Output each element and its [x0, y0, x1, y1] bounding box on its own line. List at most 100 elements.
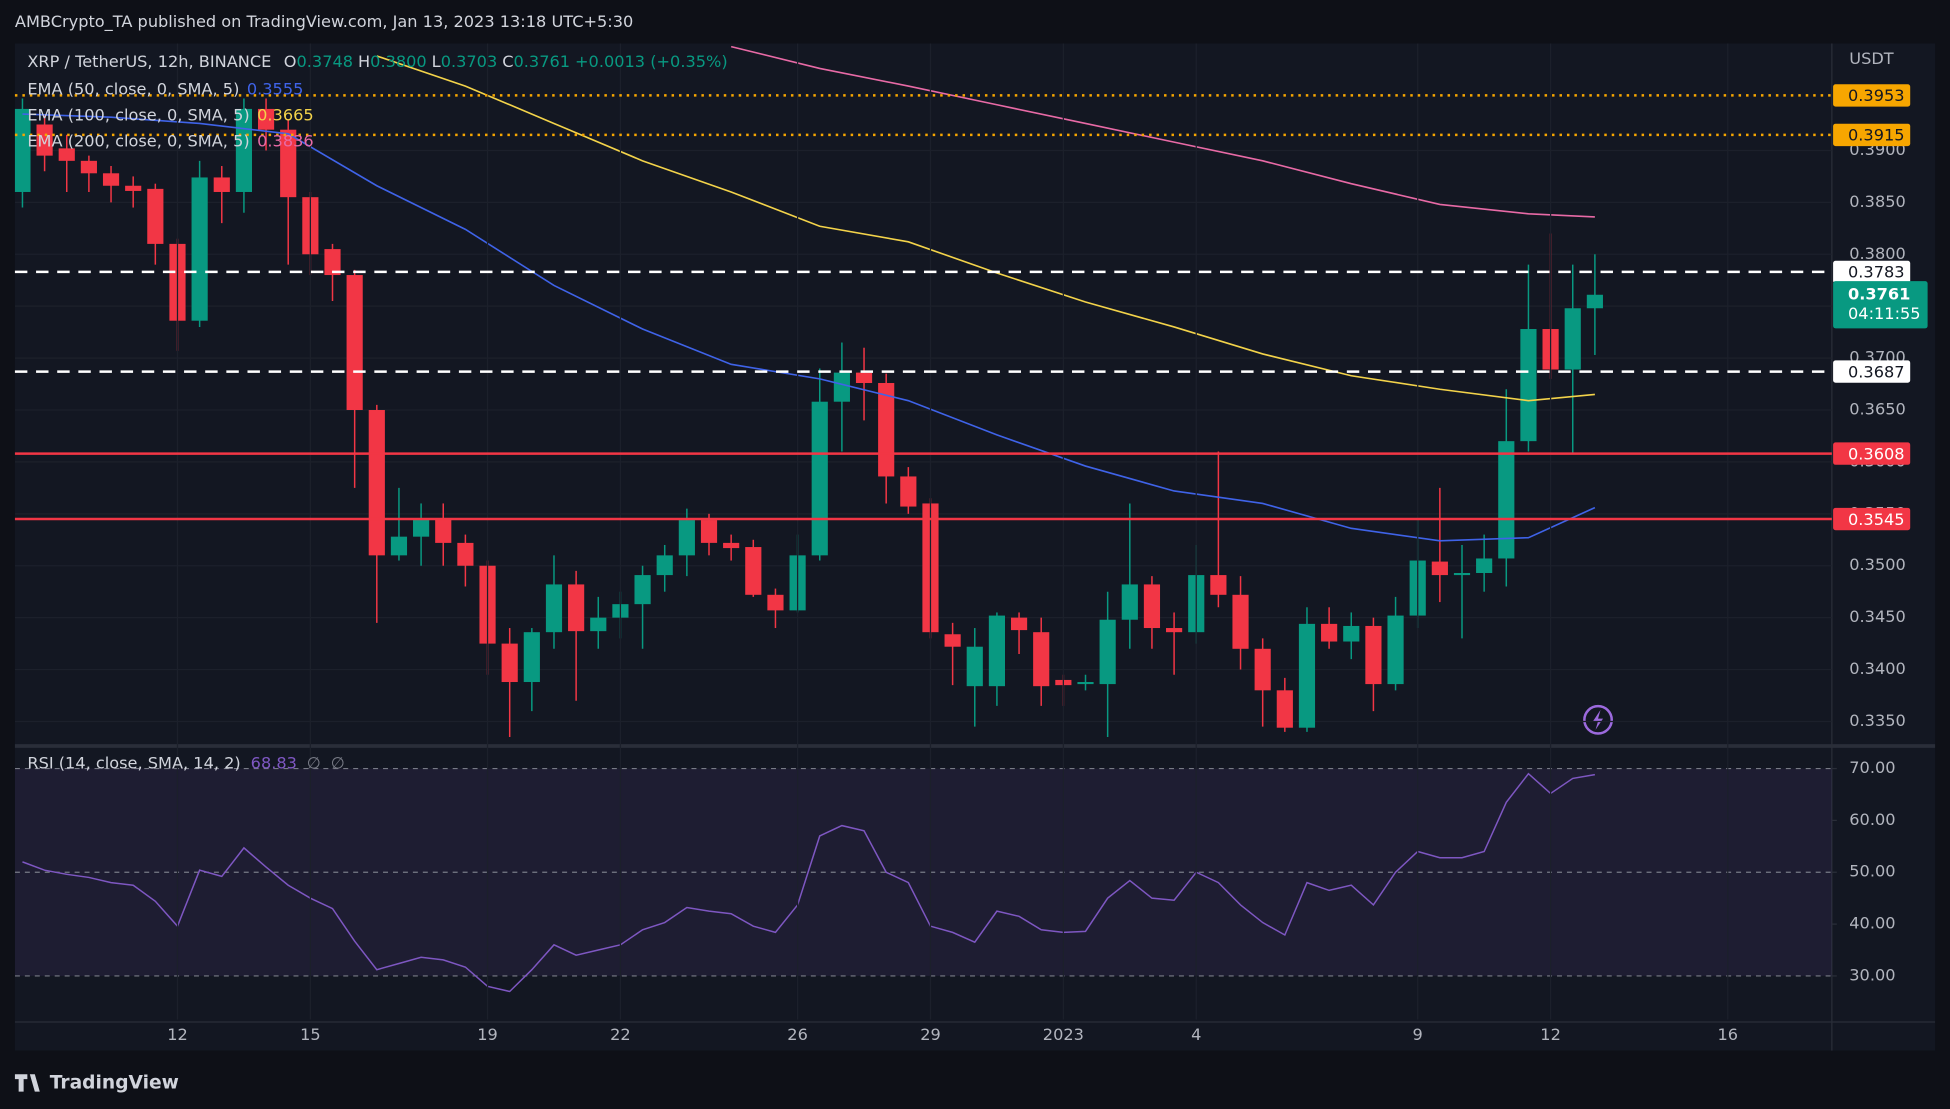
- candle-body: [457, 542, 474, 566]
- candle-body: [257, 108, 275, 130]
- candle-body: [501, 643, 518, 683]
- level-label-box: [1833, 360, 1911, 383]
- x-tick-label: 22: [610, 1025, 631, 1044]
- indicator-name: EMA (50, close, 0, SMA, 5): [27, 79, 239, 98]
- candle-body: [1143, 584, 1161, 629]
- indicator-name: EMA (200, close, 0, SMA, 5): [27, 131, 249, 150]
- x-tick-label: 4: [1191, 1025, 1201, 1044]
- ema-line: [730, 45, 1595, 218]
- candle-body: [102, 173, 120, 186]
- candle-body: [545, 584, 563, 633]
- candle-body: [855, 372, 873, 384]
- level-label-box: [1833, 507, 1911, 531]
- ohlc-key: C: [502, 52, 513, 71]
- x-tick-label: 16: [1717, 1025, 1738, 1044]
- candle-body: [1520, 329, 1537, 442]
- y-tick-label: 0.3800: [1849, 244, 1906, 263]
- x-tick-label: 29: [920, 1025, 941, 1044]
- indicator-value: 0.3665: [257, 105, 314, 124]
- x-tick-label: 12: [167, 1025, 188, 1044]
- candle-body: [147, 188, 164, 244]
- candle-body: [36, 124, 53, 156]
- candle-body: [1586, 294, 1603, 309]
- candle-body: [125, 185, 142, 191]
- rsi-tick-label: 50.00: [1849, 862, 1895, 881]
- rsi-tick-label: 60.00: [1849, 810, 1895, 829]
- x-tick-label: 12: [1540, 1025, 1561, 1044]
- rsi-name: RSI (14, close, SMA, 14, 2): [27, 753, 240, 772]
- candle-body: [1476, 558, 1493, 574]
- current-price-box: [1833, 281, 1928, 329]
- candle-body: [523, 632, 540, 683]
- candle-body: [324, 249, 341, 276]
- candle-body: [1033, 632, 1050, 687]
- candle-body: [678, 520, 695, 556]
- y-tick-label: 0.3500: [1849, 555, 1906, 574]
- y-tick-label: 0.3850: [1849, 192, 1906, 211]
- y-tick-label: 0.3650: [1849, 400, 1906, 419]
- level-label: 0.3545: [1848, 510, 1905, 529]
- ohlc-key: O: [284, 52, 297, 71]
- candle-body: [1365, 625, 1382, 685]
- chart-panel: [14, 43, 1936, 1051]
- indicator-name: EMA (100, close, 0, SMA, 5): [27, 105, 249, 124]
- candle-body: [1010, 617, 1028, 631]
- candle-body: [191, 177, 208, 321]
- current-price: 0.3761: [1848, 284, 1910, 303]
- brand: TradingView: [50, 1072, 179, 1093]
- y-tick-label: 0.3450: [1849, 607, 1906, 626]
- candle-body: [811, 401, 828, 556]
- candle-body: [590, 617, 607, 632]
- level-label: 0.3608: [1848, 444, 1905, 463]
- rsi-line: [22, 772, 1596, 993]
- candle-body: [1276, 690, 1293, 728]
- candle-body: [368, 410, 385, 556]
- candle-body: [988, 615, 1006, 687]
- candle-body: [767, 594, 784, 611]
- ohlc-value: 0.3703: [441, 52, 498, 71]
- ohlc-value: 0.3761: [514, 52, 571, 71]
- ohlc-value: 0.3748: [297, 52, 354, 71]
- level-label: 0.3915: [1848, 126, 1905, 145]
- candle-body: [1166, 628, 1183, 633]
- ohlc-key: L: [432, 52, 441, 71]
- candle-body: [1321, 623, 1338, 642]
- rsi-tick-label: 70.00: [1849, 758, 1895, 777]
- indicator-legend: EMA (50, close, 0, SMA, 5) 0.3555: [27, 79, 303, 98]
- candle-body: [1343, 625, 1360, 642]
- candle-body: [944, 634, 961, 647]
- indicator-legend: EMA (100, close, 0, SMA, 5) 0.3665: [27, 105, 313, 124]
- change: +0.0013 (+0.35%): [575, 52, 728, 71]
- indicator-value: 0.3836: [257, 131, 314, 150]
- candle-body: [390, 536, 408, 556]
- replay-icon: [1583, 704, 1613, 735]
- candle-body: [966, 646, 983, 687]
- rsi-tick-label: 40.00: [1849, 914, 1895, 933]
- candle-body: [280, 129, 297, 198]
- candle-body: [723, 542, 740, 549]
- candle-body: [1431, 561, 1448, 576]
- candle-body: [656, 555, 673, 576]
- x-tick-label: 9: [1413, 1025, 1423, 1044]
- candle-body: [213, 177, 230, 192]
- x-tick-label: 26: [787, 1025, 808, 1044]
- y-tick-label: 0.3400: [1849, 659, 1906, 678]
- level-label: 0.3953: [1848, 86, 1905, 105]
- candle-body: [1498, 441, 1515, 559]
- level-label-box: [1833, 84, 1911, 107]
- candle-body: [1453, 573, 1471, 576]
- rsi-legend: RSI (14, close, SMA, 14, 2) 68.83 ∅ ∅: [27, 753, 345, 772]
- y-tick-label: 0.3350: [1849, 711, 1906, 730]
- symbol: XRP / TetherUS, 12h, BINANCE: [27, 52, 271, 71]
- legend-header: XRP / TetherUS, 12h, BINANCE O0.3748 H0.38…: [27, 52, 727, 71]
- rsi-pane: [14, 767, 1832, 993]
- candle-body: [1232, 594, 1249, 649]
- ohlc-value: 0.3800: [370, 52, 427, 71]
- published-note: AMBCrypto_TA published on TradingView.co…: [15, 12, 633, 32]
- ema-line: [22, 113, 1596, 542]
- countdown: 04:11:55: [1848, 304, 1921, 323]
- candle-body: [1298, 623, 1316, 728]
- level-label-box: [1833, 123, 1911, 147]
- candle-body: [900, 476, 917, 507]
